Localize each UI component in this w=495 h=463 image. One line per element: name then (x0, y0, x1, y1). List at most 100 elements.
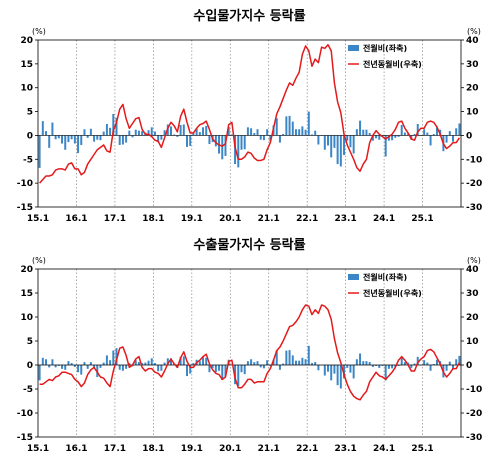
mom-bar (445, 365, 448, 371)
legend-bar-swatch (348, 45, 359, 51)
x-tick-label: 25.1 (411, 444, 433, 454)
mom-bar (51, 359, 54, 365)
mom-bar (64, 365, 67, 370)
x-tick-label: 23.1 (335, 444, 357, 454)
mom-bar (339, 135, 342, 167)
mom-bar (137, 362, 140, 365)
right-tick-label: 0 (466, 361, 472, 371)
mom-bar (413, 363, 416, 365)
mom-bar (70, 363, 73, 365)
mom-bar (198, 361, 201, 365)
mom-bar (112, 350, 115, 365)
mom-bar (355, 129, 358, 136)
mom-bar (352, 135, 355, 154)
mom-bar (323, 365, 326, 376)
left-tick-label: 20 (20, 265, 33, 275)
mom-bar (86, 365, 89, 369)
mom-bar (160, 135, 163, 140)
mom-bar (243, 365, 246, 375)
mom-bar (429, 365, 432, 371)
mom-bar (455, 128, 458, 136)
x-tick-label: 16.1 (65, 214, 87, 224)
right-tick-label: -10 (466, 385, 482, 395)
mom-bar (112, 113, 115, 136)
mom-bar (288, 115, 291, 136)
mom-bar (118, 135, 121, 145)
mom-bar (80, 135, 83, 145)
mom-bar (192, 363, 195, 365)
mom-bar (192, 133, 195, 136)
mom-bar (83, 129, 86, 136)
right-tick-label: 0 (466, 131, 472, 141)
mom-bar (109, 127, 112, 136)
mom-bar (179, 356, 182, 365)
mom-bar (41, 121, 44, 136)
mom-bar (99, 365, 102, 368)
mom-bar (333, 365, 336, 374)
mom-bar (307, 111, 310, 136)
mom-bar (54, 135, 57, 140)
x-tick-label: 21.1 (258, 444, 280, 454)
mom-bar (61, 135, 64, 144)
yoy-line (39, 44, 461, 184)
mom-bar (349, 365, 352, 373)
mom-bar (304, 129, 307, 136)
x-tick-label: 22.1 (296, 214, 318, 224)
mom-bar (400, 357, 403, 365)
mom-bar (214, 365, 217, 373)
mom-bar (147, 130, 150, 136)
mom-bar (259, 365, 262, 368)
mom-bar (304, 359, 307, 365)
mom-bar (64, 135, 67, 150)
mom-bar (224, 135, 227, 156)
mom-bar (410, 365, 413, 368)
mom-bar (237, 365, 240, 387)
mom-bar (160, 365, 163, 371)
left-axis-unit: (%) (32, 256, 46, 265)
mom-bar (259, 135, 262, 140)
mom-bar (73, 365, 76, 367)
mom-bar (125, 135, 128, 143)
mom-bar (266, 129, 269, 136)
mom-bar (115, 117, 118, 136)
mom-bar (455, 359, 458, 365)
left-tick-label: -15 (17, 433, 33, 443)
x-tick-label: 20.1 (219, 444, 241, 454)
mom-bar (333, 135, 336, 148)
mom-bar (45, 359, 48, 365)
x-tick-label: 24.1 (373, 214, 395, 224)
mom-bar (67, 135, 70, 143)
mom-bar (102, 362, 105, 365)
mom-bar (291, 121, 294, 136)
mom-bar (448, 131, 451, 136)
x-tick-label: 21.1 (258, 214, 280, 224)
mom-bar (198, 132, 201, 136)
x-tick-label: 19.1 (181, 444, 203, 454)
mom-bar (314, 130, 317, 136)
mom-bar (375, 135, 378, 139)
mom-bar (362, 129, 365, 136)
mom-bar (387, 365, 390, 369)
mom-bar (262, 365, 265, 369)
mom-bar (432, 364, 435, 365)
mom-bar (359, 353, 362, 365)
mom-bar (128, 130, 131, 136)
mom-bar (176, 135, 179, 137)
mom-bar (169, 126, 172, 136)
mom-bar (330, 365, 333, 381)
mom-bar (429, 135, 432, 146)
mom-bar (307, 345, 310, 365)
mom-bar (246, 361, 249, 365)
mom-bar (327, 365, 330, 372)
mom-bar (298, 129, 301, 136)
mom-bar (275, 118, 278, 136)
mom-bar (365, 361, 368, 365)
mom-bar (384, 365, 387, 381)
mom-bar (368, 362, 371, 365)
right-tick-label: -10 (466, 155, 482, 165)
mom-bar (105, 123, 108, 136)
mom-bar (118, 365, 121, 370)
left-tick-label: -5 (23, 155, 33, 165)
mom-bar (378, 365, 381, 368)
x-tick-label: 17.1 (104, 214, 126, 224)
